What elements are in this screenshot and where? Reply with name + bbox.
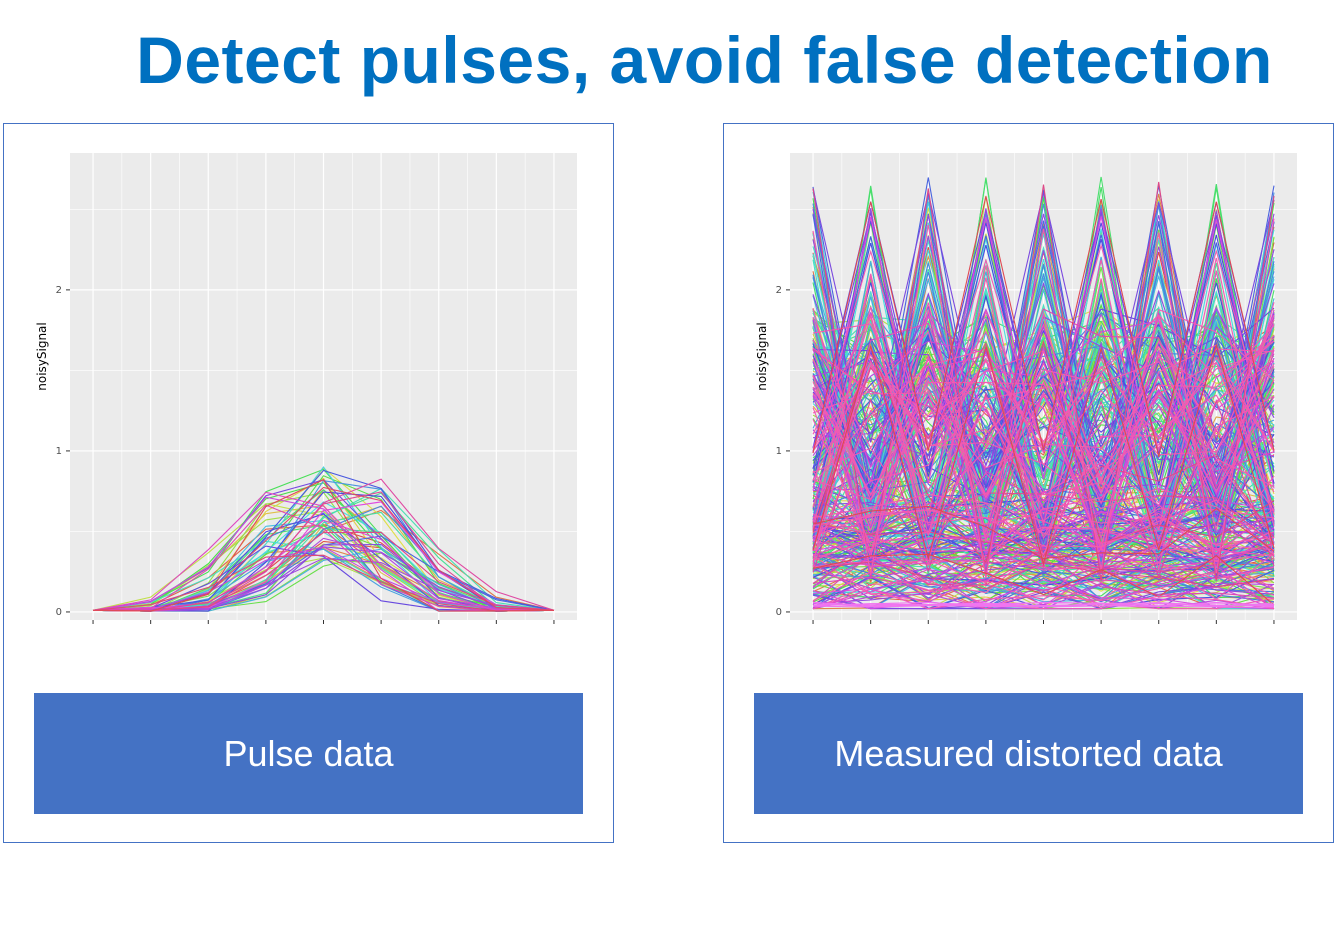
series-line: [92, 554, 555, 612]
series-line: [812, 526, 1275, 562]
series-line: [92, 519, 555, 612]
distorted-data-chart: 0 1 2 noisySignal: [755, 153, 1297, 624]
pulse-data-caption: Pulse data: [34, 693, 583, 814]
series-line: [92, 496, 555, 612]
series-line: [812, 527, 1275, 584]
series-line: [812, 340, 1275, 553]
series-line: [812, 386, 1275, 499]
series-line: [92, 478, 555, 612]
series-line: [812, 196, 1275, 458]
series-line: [812, 529, 1275, 567]
y-tick-label: 1: [776, 446, 782, 457]
pulse-data-panel: 0 1 2 noisySignal Pulse data: [3, 123, 614, 843]
series-line: [812, 342, 1275, 558]
series-line: [812, 505, 1275, 560]
series-line: [812, 548, 1275, 601]
series-line: [812, 345, 1275, 558]
series-line: [812, 325, 1275, 551]
series-line: [812, 542, 1275, 586]
series-line: [812, 579, 1275, 610]
distorted-data-caption: Measured distorted data: [754, 693, 1303, 814]
series-line: [812, 319, 1275, 563]
series-line: [812, 515, 1275, 565]
series-line: [92, 504, 555, 612]
series-line: [812, 340, 1275, 564]
series-line: [812, 323, 1275, 532]
series-line: [812, 553, 1275, 603]
series-line: [812, 216, 1275, 494]
series-line: [92, 482, 555, 611]
series-line: [812, 308, 1275, 560]
series-line: [92, 501, 555, 611]
y-tick-label: 2: [776, 285, 782, 296]
series-line: [812, 330, 1275, 523]
series-line: [812, 519, 1275, 564]
series-line: [812, 316, 1275, 563]
y-axis-label: noisySignal: [755, 322, 769, 391]
pulse-data-chart: 0 1 2 noisySignal: [35, 153, 577, 624]
series-line: [812, 314, 1275, 486]
series-line: [812, 314, 1275, 537]
series-line: [812, 571, 1275, 610]
series-line: [812, 314, 1275, 484]
series-line: [812, 348, 1275, 546]
series-line: [812, 188, 1275, 445]
series-line: [812, 572, 1275, 610]
y-tick-label: 1: [56, 446, 62, 457]
series-line: [812, 375, 1275, 553]
page-title: Detect pulses, avoid false detection: [136, 23, 1273, 97]
series-line: [812, 181, 1275, 582]
y-tick-label: 0: [56, 607, 62, 618]
series-line: [812, 499, 1275, 556]
y-tick-label: 0: [776, 607, 782, 618]
y-axis-label: noisySignal: [35, 322, 49, 391]
series-line: [812, 344, 1275, 546]
series-line: [812, 552, 1275, 602]
series-line: [812, 257, 1275, 531]
distorted-data-panel: 0 1 2 noisySignal Measured distorted data: [723, 123, 1334, 843]
y-tick-label: 2: [56, 285, 62, 296]
series-line: [812, 347, 1275, 564]
series-line: [812, 505, 1275, 559]
series-line: [812, 493, 1275, 545]
series-line: [92, 491, 555, 611]
series-line: [92, 491, 555, 612]
series-line: [812, 309, 1275, 555]
series-line: [812, 323, 1275, 561]
series-line: [812, 317, 1275, 553]
series-line: [93, 531, 555, 611]
series-line: [812, 343, 1275, 566]
series-line: [812, 320, 1275, 542]
series-line: [812, 553, 1275, 606]
series-line: [812, 261, 1275, 519]
series-line: [812, 601, 1275, 607]
series-line: [812, 551, 1275, 594]
series-line: [812, 602, 1275, 608]
